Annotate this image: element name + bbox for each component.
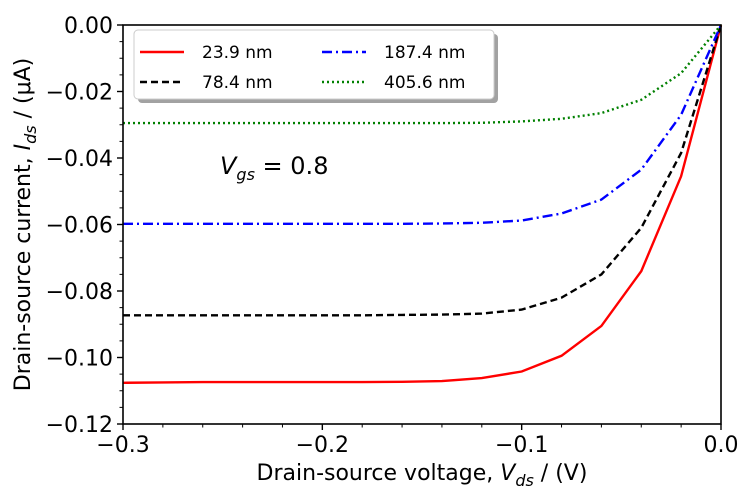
y-tick-label: −0.10 (46, 347, 113, 372)
vgs-annotation: Vgs = 0.8 (220, 152, 328, 184)
series-layer (122, 24, 723, 384)
legend-label-4: 405.6 nm (384, 73, 465, 93)
y-tick-label: −0.02 (46, 81, 113, 106)
legend-box (133, 29, 495, 100)
legend-label-1: 23.9 nm (202, 43, 273, 63)
y-tick-label: −0.12 (46, 413, 113, 438)
y-tick-label: −0.04 (46, 147, 113, 172)
y-axis-label: Drain-source current, Ids / (μA) (11, 58, 40, 392)
series-line-1 (122, 24, 723, 384)
x-tick-label: −0.1 (495, 433, 548, 458)
series-line-2 (123, 24, 723, 317)
ticks-layer: −0.3 −0.2 −0.1 0.0 0.00 −0.02 −0.04 −0.06 −0.08 −… (46, 14, 739, 458)
x-tick-label: −0.2 (296, 433, 349, 458)
y-tick-label: −0.06 (46, 214, 113, 239)
x-axis-label: Drain-source voltage, Vds / (V) (257, 461, 588, 490)
x-tick-label: −0.3 (96, 433, 149, 458)
series-line-3 (123, 24, 723, 225)
legend-label-3: 187.4 nm (384, 43, 465, 63)
x-tick-label: 0.0 (704, 433, 739, 458)
legend: 23.9 nm 78.4 nm 187.4 nm 405.6 nm (133, 29, 498, 103)
legend-label-2: 78.4 nm (202, 73, 273, 93)
y-tick-label: 0.00 (64, 14, 113, 39)
y-tick-label: −0.08 (46, 280, 113, 305)
